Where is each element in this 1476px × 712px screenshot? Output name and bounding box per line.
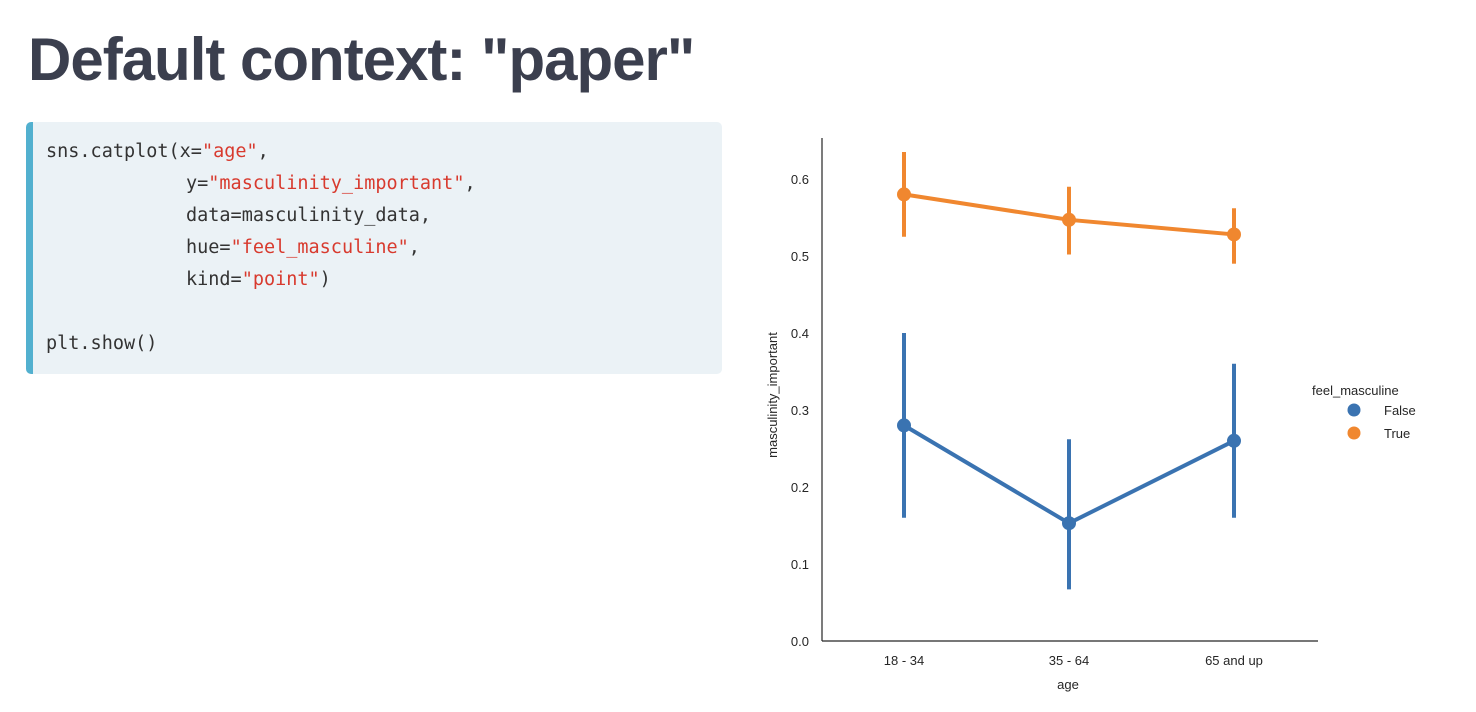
code-token: sns.catplot(x= — [46, 141, 202, 162]
code-line — [46, 296, 476, 328]
code-line: kind="point") — [46, 264, 476, 296]
data-points — [897, 187, 1241, 531]
legend: feel_masculine False True — [1312, 383, 1416, 441]
y-axis-label: masculinity_important — [765, 332, 780, 458]
chart-svg: 0.0 0.1 0.2 0.3 0.4 0.5 0.6 18 - 34 35 - 64 65 an… — [765, 138, 1416, 692]
code-string-token: "feel_masculine" — [230, 237, 409, 258]
code-string-token: "point" — [241, 269, 320, 290]
code-block: sns.catplot(x="age", y="masculinity_impor… — [26, 122, 722, 374]
code-token: y= — [186, 173, 209, 194]
legend-marker — [1347, 403, 1361, 417]
axes: 0.0 0.1 0.2 0.3 0.4 0.5 0.6 18 - 34 35 - 64 65 an… — [791, 138, 1318, 668]
x-tick-label: 35 - 64 — [1049, 653, 1089, 668]
y-tick-label: 0.1 — [791, 557, 809, 572]
code-token: plt.show() — [46, 333, 158, 354]
code-lines: sns.catplot(x="age", y="masculinity_impor… — [46, 136, 476, 360]
code-line: y="masculinity_important", — [46, 168, 476, 200]
code-line: data=masculinity_data, — [46, 200, 476, 232]
axis-labels: age masculinity_important — [765, 332, 1079, 692]
code-token: , — [257, 141, 269, 162]
y-tick-label: 0.4 — [791, 326, 809, 341]
code-token: kind= — [186, 269, 242, 290]
x-tick-label: 65 and up — [1205, 653, 1263, 668]
code-token: ) — [319, 269, 331, 290]
legend-title: feel_masculine — [1312, 383, 1399, 398]
data-point — [897, 418, 911, 433]
code-token: , — [408, 237, 420, 258]
chart: 0.0 0.1 0.2 0.3 0.4 0.5 0.6 18 - 34 35 - 64 65 an… — [750, 120, 1470, 700]
code-line: hue="feel_masculine", — [46, 232, 476, 264]
y-tick-label: 0.3 — [791, 403, 809, 418]
legend-label: False — [1384, 403, 1416, 418]
code-token: hue= — [186, 237, 231, 258]
code-string-token: "masculinity_important" — [208, 173, 465, 194]
y-tick-label: 0.5 — [791, 249, 809, 264]
x-axis-label: age — [1057, 677, 1079, 692]
legend-label: True — [1384, 426, 1410, 441]
y-tick-label: 0.2 — [791, 480, 809, 495]
code-line: sns.catplot(x="age", — [46, 136, 476, 168]
data-point — [1062, 212, 1076, 227]
code-line: plt.show() — [46, 328, 476, 360]
data-point — [897, 187, 911, 202]
code-token: data=masculinity_data, — [186, 205, 432, 226]
code-token: , — [464, 173, 476, 194]
slide-title: Default context: "paper" — [28, 26, 695, 93]
legend-marker — [1347, 426, 1361, 440]
data-point — [1227, 227, 1241, 242]
code-string-token: "age" — [201, 141, 258, 162]
x-tick-label: 18 - 34 — [884, 653, 924, 668]
data-point — [1062, 516, 1076, 531]
y-tick-label: 0.0 — [791, 634, 809, 649]
data-point — [1227, 433, 1241, 448]
y-tick-label: 0.6 — [791, 172, 809, 187]
